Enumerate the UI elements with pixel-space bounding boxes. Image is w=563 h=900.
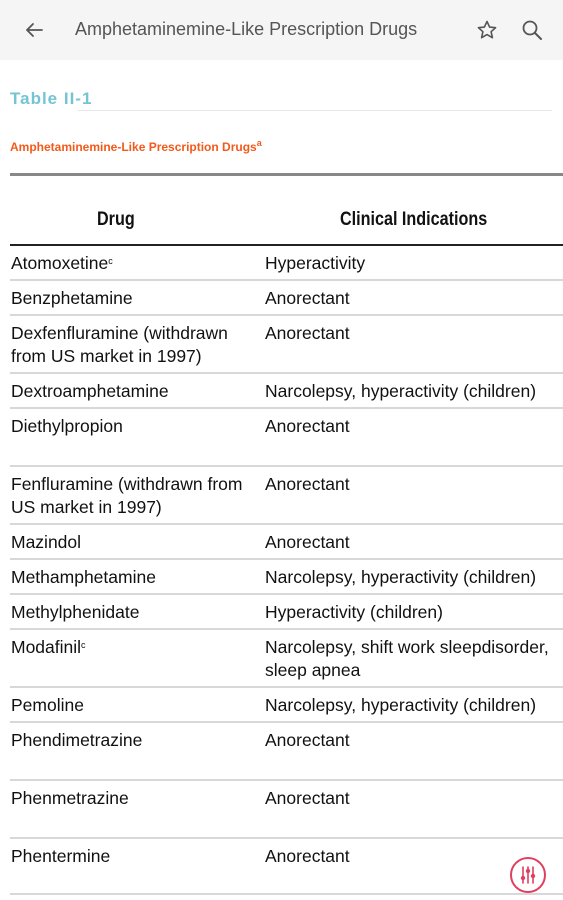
drug-cell: Phendimetrazine xyxy=(11,730,143,750)
table-label: Table II-1 xyxy=(10,89,93,108)
page-title: Amphetaminemine-Like Prescription Drugs xyxy=(75,19,418,39)
sliders-icon xyxy=(520,866,536,884)
app-bar: Amphetaminemine-Like Prescription Drugs xyxy=(0,0,563,60)
table-row: Mazindol Anorectant xyxy=(10,525,563,560)
table-row: Methylphenidate Hyperactivity (children) xyxy=(10,595,563,630)
display-settings-button[interactable] xyxy=(510,857,546,893)
column-header-indications: Clinical Indications xyxy=(340,209,488,230)
indication-cell: Anorectant xyxy=(265,846,350,866)
table-row: Atomoxetinec Hyperactivity xyxy=(10,246,563,281)
indication-cell: Anorectant xyxy=(265,323,350,343)
indication-cell: Anorectant xyxy=(265,730,350,750)
indication-cell: Narcolepsy, hyperactivity (children) xyxy=(265,695,537,715)
indication-cell: Hyperactivity xyxy=(265,253,366,273)
drug-cell: Benzphetamine xyxy=(11,288,133,308)
table-row: Dexfenfluramine (withdrawn from US marke… xyxy=(10,316,563,374)
star-icon[interactable] xyxy=(475,18,499,42)
table-row: Diethylpropion Anorectant xyxy=(10,409,563,467)
drug-cell: Mazindol xyxy=(11,532,82,552)
indication-cell: Anorectant xyxy=(265,532,350,552)
drug-cell: Dexfenfluramine (withdrawn from US marke… xyxy=(11,323,228,366)
indication-cell: Narcolepsy, hyperactivity (children) xyxy=(265,381,537,401)
label-divider xyxy=(78,110,552,111)
drug-cell: Diethylpropion xyxy=(11,416,123,436)
table-header-rule xyxy=(10,244,563,246)
drug-cell: Pemoline xyxy=(11,695,84,715)
table-row: Pemoline Narcolepsy, hyperactivity (chil… xyxy=(10,688,563,723)
column-header-drug: Drug xyxy=(97,209,135,230)
table-row: Phendimetrazine Anorectant xyxy=(10,723,563,781)
table-row: Fenfluramine (withdrawn from US market i… xyxy=(10,467,563,525)
indication-cell: Anorectant xyxy=(265,788,350,808)
indication-cell: Anorectant xyxy=(265,416,350,436)
table-row: Modafinilc Narcolepsy, shift work sleepd… xyxy=(10,630,563,688)
drug-cell: Dextroamphetamine xyxy=(11,381,169,401)
drug-cell: Modafinilc xyxy=(11,637,86,657)
drug-cell: Atomoxetinec xyxy=(11,253,113,273)
indication-cell: Hyperactivity (children) xyxy=(265,602,443,622)
table-body: Atomoxetinec Hyperactivity Benzphetamine… xyxy=(10,246,563,895)
table-row: Methamphetamine Narcolepsy, hyperactivit… xyxy=(10,560,563,595)
table-row: Dextroamphetamine Narcolepsy, hyperactiv… xyxy=(10,374,563,409)
indication-cell: Anorectant xyxy=(265,474,350,494)
drug-cell: Fenfluramine (withdrawn from US market i… xyxy=(11,474,243,517)
indication-cell: Narcolepsy, hyperactivity (children) xyxy=(265,567,537,587)
drug-cell: Methamphetamine xyxy=(11,567,156,587)
indication-cell: Narcolepsy, shift work sleepdisorder, sl… xyxy=(265,637,549,680)
table-row: Benzphetamine Anorectant xyxy=(10,281,563,316)
table-row: Phentermine Anorectant xyxy=(10,839,563,895)
indication-cell: Anorectant xyxy=(265,288,350,308)
drug-cell: Phentermine xyxy=(11,846,111,866)
arrow-back-icon[interactable] xyxy=(22,18,46,42)
table-row: Phenmetrazine Anorectant xyxy=(10,781,563,839)
caption-footnote-mark: a xyxy=(256,138,262,148)
table-caption: Amphetaminemine-Like Prescription Drugsa xyxy=(10,138,262,154)
drug-cell: Phenmetrazine xyxy=(11,788,129,808)
search-icon[interactable] xyxy=(520,18,544,42)
table-top-rule xyxy=(10,173,563,176)
drug-cell: Methylphenidate xyxy=(11,602,140,622)
